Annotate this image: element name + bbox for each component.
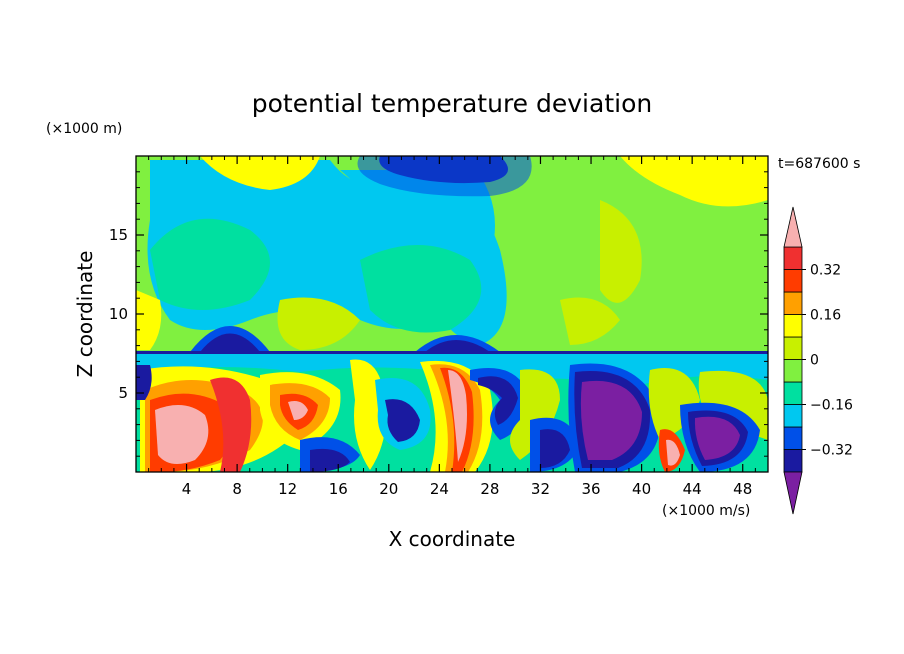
- colorbar-tick-label: −0.32: [810, 443, 853, 459]
- field-lower-dark-blue-3: [478, 376, 518, 425]
- colorbar-bin: [783, 381, 803, 405]
- time-label: t=687600 s: [778, 156, 860, 172]
- colorbar: 0.32 0.16 0 −0.16 −0.32: [783, 206, 853, 515]
- colorbar-tick-label: −0.16: [810, 398, 853, 414]
- colorbar-tick-label: 0.16: [810, 308, 841, 324]
- colorbar-bin: [783, 404, 803, 428]
- x-axis-title: X coordinate: [389, 527, 516, 551]
- x-tick-label: 48: [733, 480, 752, 498]
- field-lower-pink-4: [666, 439, 680, 466]
- y-tick-label: 5: [118, 384, 128, 402]
- field-lower-pink-2: [288, 401, 308, 420]
- y-units-label: (×1000 m): [46, 121, 122, 137]
- field-lower-dark-blue-4: [540, 429, 570, 468]
- x-axis: 4 8 12 16 20 24 28 32 36 40 44 48: [148, 156, 756, 498]
- colorbar-bin: [783, 269, 803, 293]
- colorbar-bin: [783, 246, 803, 270]
- y-tick-label: 15: [109, 226, 128, 244]
- colorbar-bin: [783, 336, 803, 360]
- field-left-yellow: [136, 290, 162, 350]
- field-upper-teal: [150, 218, 270, 310]
- field-right-yellow: [600, 200, 642, 303]
- x-tick-label: 36: [581, 480, 600, 498]
- field-right-yellow-2: [560, 297, 620, 345]
- y-axis: 5 10 15: [109, 171, 768, 457]
- field-interface-line: [136, 351, 768, 354]
- colorbar-bin: [783, 426, 803, 450]
- field-lower-yellow-5: [510, 369, 560, 460]
- field-lower-purple-2: [694, 416, 740, 460]
- field-cap-2-dark: [425, 340, 490, 352]
- colorbar-tick-label: 0: [810, 353, 819, 369]
- field-top-yellow-2: [620, 156, 768, 207]
- field-lower-purple: [580, 380, 642, 460]
- y-tick-label: 10: [109, 305, 128, 323]
- field-upper-teal-2: [360, 245, 482, 333]
- field-lower-pink: [155, 405, 209, 464]
- field-cap-1-dark: [200, 333, 260, 352]
- colorbar-bin: [783, 359, 803, 383]
- field-lower-red-2: [210, 377, 252, 472]
- x-tick-label: 44: [683, 480, 702, 498]
- x-tick-label: 4: [182, 480, 192, 498]
- colorbar-max-arrow: [783, 206, 803, 248]
- field-lower-dark-blue-2: [385, 399, 420, 442]
- x-tick-label: 16: [329, 480, 348, 498]
- x-tick-label: 12: [278, 480, 297, 498]
- x-tick-label: 40: [632, 480, 651, 498]
- field-lower-pink-3: [448, 370, 467, 462]
- contour-field: [136, 156, 768, 472]
- field-top-blue: [357, 156, 532, 197]
- x-tick-label: 20: [379, 480, 398, 498]
- field-top-yellow: [200, 156, 320, 190]
- colorbar-tick-label: 0.32: [810, 263, 841, 279]
- field-mid-yellow: [277, 297, 360, 350]
- x-tick-label: 24: [430, 480, 449, 498]
- y-axis-title: Z coordinate: [73, 251, 97, 378]
- x-tick-label: 8: [232, 480, 242, 498]
- x-tick-label: 28: [480, 480, 499, 498]
- x-tick-label: 32: [531, 480, 550, 498]
- colorbar-min-arrow: [783, 471, 803, 515]
- field-left-edge-blue: [136, 365, 152, 400]
- colorbar-bin: [783, 291, 803, 315]
- x-units-label: (×1000 m/s): [662, 503, 750, 519]
- colorbar-bin: [783, 314, 803, 338]
- field-lower-dark-blue: [310, 448, 350, 472]
- chart-title: potential temperature deviation: [252, 89, 652, 118]
- colorbar-bin: [783, 449, 803, 473]
